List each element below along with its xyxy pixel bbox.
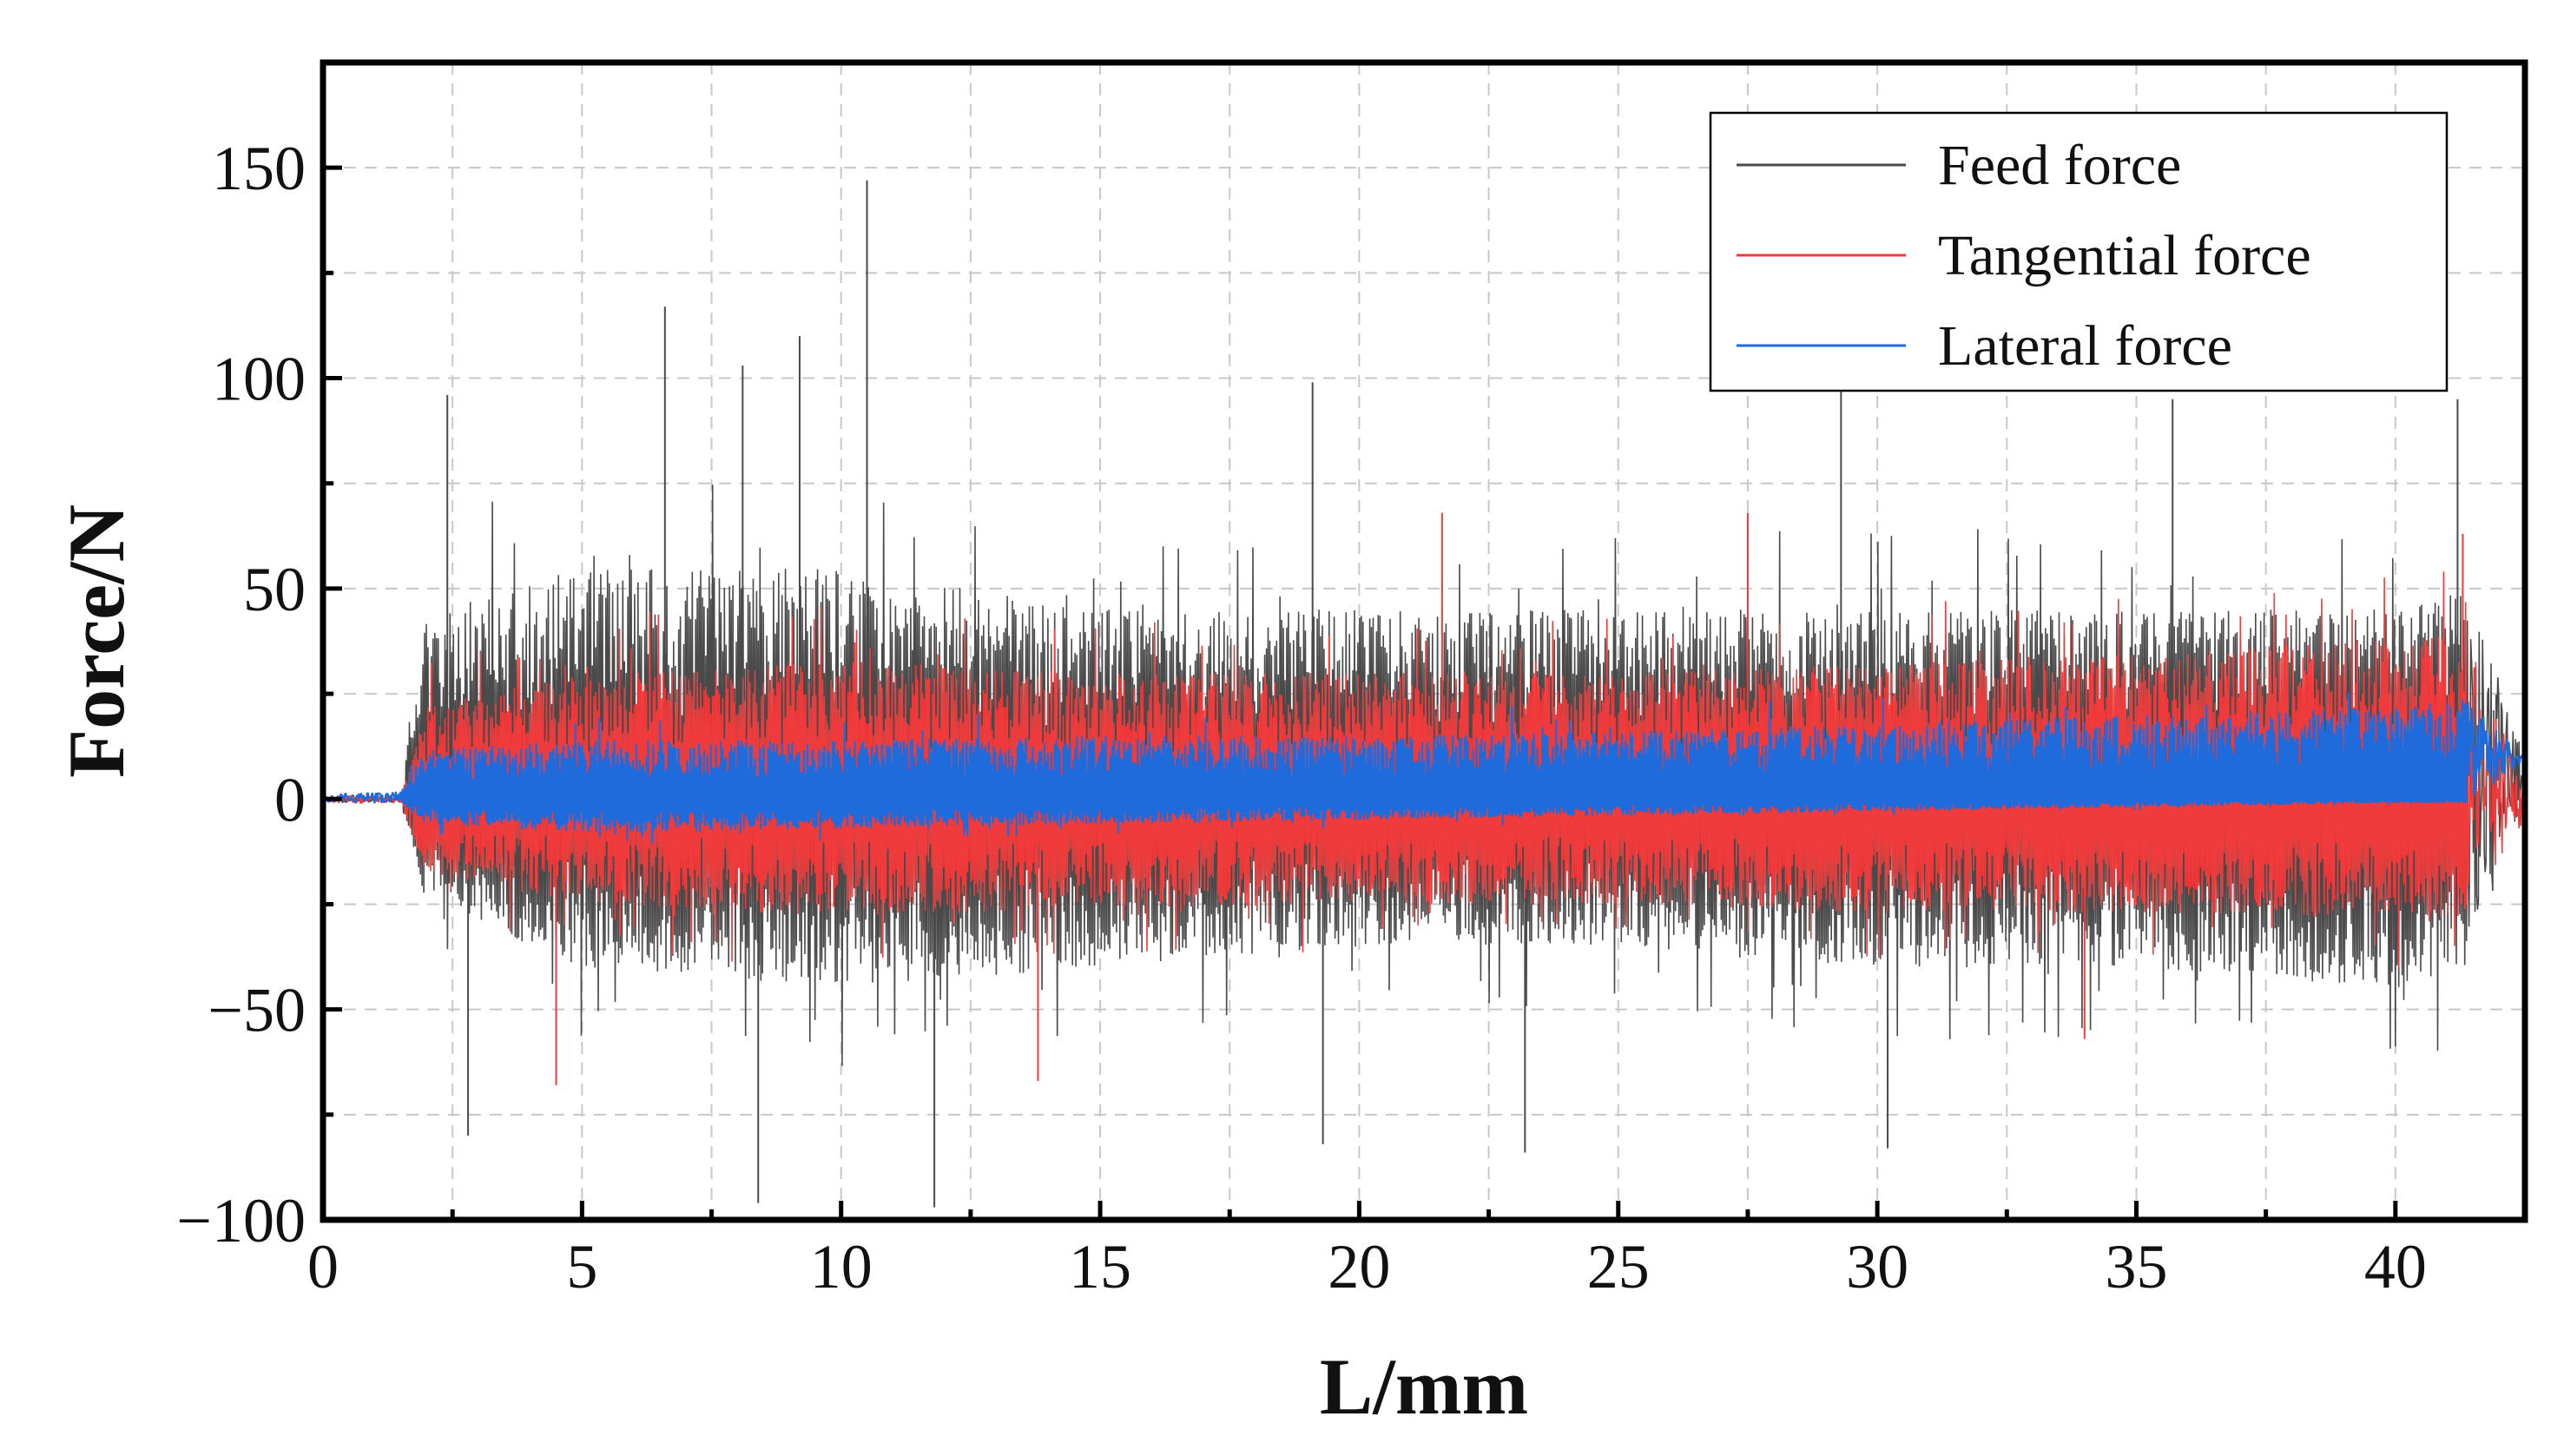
x-tick-label: 35 [2105,1232,2167,1301]
series-trace [323,692,2525,844]
x-tick-label: 25 [1587,1232,1650,1301]
series-lateral-force [323,692,2525,844]
x-axis-title: L/mm [1320,1342,1528,1431]
y-tick-label: 0 [274,765,306,834]
x-tick-label: 10 [810,1232,873,1301]
plot-frame [320,59,2528,1223]
legend-label-lateral-force: Lateral force [1938,314,2232,378]
legend-label-tangential-force: Tangential force [1938,224,2311,287]
x-tick-label: 40 [2364,1232,2427,1301]
legend-label-feed-force: Feed force [1938,134,2181,197]
tick-labels: 0 5 10 15 20 25 30 35 40 −100 −50 0 50 100 150 [176,134,2426,1301]
legend: Feed force Tangential force Lateral forc… [1709,111,2449,392]
x-tick-label: 20 [1328,1232,1390,1301]
y-tick-label: −50 [208,976,306,1045]
x-tick-label: 15 [1069,1232,1131,1301]
x-tick-label: 5 [566,1232,597,1301]
ticks [320,60,2528,1222]
y-tick-label: 50 [243,555,306,624]
series-layer [323,180,2525,1208]
y-tick-label: 100 [212,345,306,414]
x-tick-label: 0 [307,1232,339,1301]
y-tick-label: −100 [176,1186,306,1255]
x-tick-label: 30 [1846,1232,1908,1301]
y-tick-label: 150 [212,134,306,203]
series-trace [323,571,2525,968]
y-axis-title: Force/N [52,504,141,778]
